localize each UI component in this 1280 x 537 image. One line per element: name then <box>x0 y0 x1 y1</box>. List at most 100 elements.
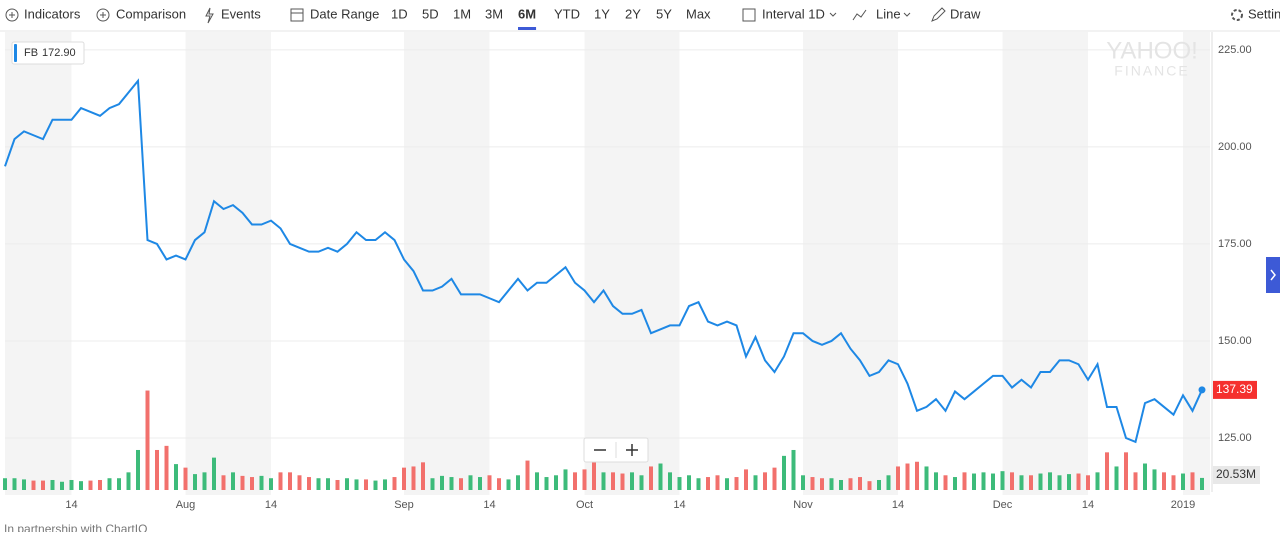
volume-bar <box>924 466 929 490</box>
range-button[interactable]: 6M <box>518 6 536 21</box>
toolbar-button[interactable]: Line <box>876 6 901 21</box>
volume-bar <box>41 480 45 490</box>
x-tick-label: 14 <box>892 499 904 511</box>
volume-bar <box>782 455 786 490</box>
toolbar-button[interactable]: Comparison <box>116 6 186 21</box>
volume-bar <box>221 475 226 490</box>
volume-bar <box>145 390 150 490</box>
icon <box>742 8 756 22</box>
range-button[interactable]: YTD <box>554 6 580 21</box>
range-button[interactable]: 1M <box>453 6 471 21</box>
volume-bar <box>677 477 682 490</box>
icon <box>931 7 946 22</box>
range-button[interactable]: 1Y <box>594 6 610 21</box>
x-tick-label: 14 <box>1082 499 1094 511</box>
toolbar-button[interactable]: Settings <box>1248 6 1280 21</box>
volume-bar <box>573 472 577 490</box>
volume-bar <box>696 478 701 490</box>
volume-bar <box>506 479 511 490</box>
x-tick-label: 14 <box>673 499 685 511</box>
zoom-in[interactable] <box>626 444 638 456</box>
toolbar: Indicators Comparison Events Date Range … <box>5 6 1280 30</box>
volume-bar <box>1152 469 1157 490</box>
volume-bar <box>1019 475 1024 490</box>
toolbar-button[interactable]: Indicators <box>24 6 81 21</box>
volume-bar <box>953 477 957 490</box>
volume-bar <box>981 472 986 490</box>
volume-bar <box>164 445 169 490</box>
volume-bar <box>202 472 207 490</box>
icon <box>5 8 19 22</box>
volume-bar <box>706 477 710 490</box>
range-button[interactable]: 3M <box>485 6 503 21</box>
x-tick-label: Dec <box>993 499 1013 511</box>
volume-bar <box>88 480 93 490</box>
x-tick-label: 14 <box>65 499 77 511</box>
range-button[interactable]: Max <box>686 6 711 21</box>
volume-bar <box>1095 472 1100 490</box>
volume-bar <box>687 475 691 490</box>
volume-bar <box>1029 475 1033 490</box>
volume-bar <box>449 477 454 490</box>
volume-bar <box>962 472 967 490</box>
volume-bar <box>497 478 501 490</box>
volume-bar <box>98 479 102 490</box>
volume-bar <box>1067 474 1071 490</box>
volume-bar <box>326 478 330 490</box>
legend-box <box>11 41 85 65</box>
volume-bar <box>107 478 112 490</box>
side-tab[interactable] <box>1266 257 1280 293</box>
volume-bar <box>867 481 872 490</box>
volume-bar <box>839 479 843 490</box>
icon <box>100 12 106 18</box>
volume-bar <box>525 460 530 490</box>
icon <box>829 12 837 17</box>
volume-bar <box>877 479 881 490</box>
volume-tag-label: 20.53M <box>1216 467 1256 481</box>
y-tick-label: 200.00 <box>1218 141 1252 153</box>
range-button[interactable]: 5Y <box>656 6 672 21</box>
volume-bar <box>943 475 948 490</box>
volume-bar <box>3 478 7 490</box>
toolbar-button[interactable]: Interval 1D <box>762 6 825 21</box>
range-button[interactable]: 2Y <box>625 6 641 21</box>
range-button[interactable]: 5D <box>422 6 439 21</box>
x-tick-label: Aug <box>176 499 196 511</box>
date-band <box>404 32 490 495</box>
range-button[interactable]: 1D <box>391 6 408 21</box>
date-band <box>1183 32 1210 495</box>
volume-tag <box>1213 466 1260 484</box>
date-band <box>803 32 898 495</box>
volume-bar <box>307 477 311 490</box>
volume-bar <box>402 467 406 490</box>
toolbar-button[interactable]: Events <box>221 6 261 21</box>
volume-bar <box>601 472 606 490</box>
volume-bar <box>478 477 482 490</box>
volume-bar <box>820 478 824 490</box>
volume-bar <box>753 475 758 490</box>
volume-bar <box>212 457 216 490</box>
volume-bar <box>364 479 368 490</box>
x-tick-label: 14 <box>265 499 277 511</box>
toolbar-button[interactable]: Date Range <box>310 6 379 21</box>
volume-bar <box>174 464 178 490</box>
y-tick-label: 150.00 <box>1218 335 1252 347</box>
volume-bar <box>126 472 131 490</box>
volume-bar <box>468 475 473 490</box>
volume-bar <box>79 481 83 490</box>
volume-bar <box>259 475 264 490</box>
toolbar-button[interactable]: Draw <box>950 6 981 21</box>
volume-bar <box>69 479 74 490</box>
volume-bar <box>611 472 615 490</box>
legend-symbol: FB <box>24 47 38 59</box>
y-tick-label: 125.00 <box>1218 432 1252 444</box>
icon <box>1231 9 1243 21</box>
volume-bar <box>1000 471 1005 490</box>
watermark: YAHOO! <box>1106 37 1198 64</box>
volume-bar <box>592 457 596 490</box>
band-layer <box>5 32 1210 495</box>
volume-bar <box>1171 475 1176 490</box>
volume-bar <box>1162 472 1166 490</box>
date-band <box>584 32 680 495</box>
